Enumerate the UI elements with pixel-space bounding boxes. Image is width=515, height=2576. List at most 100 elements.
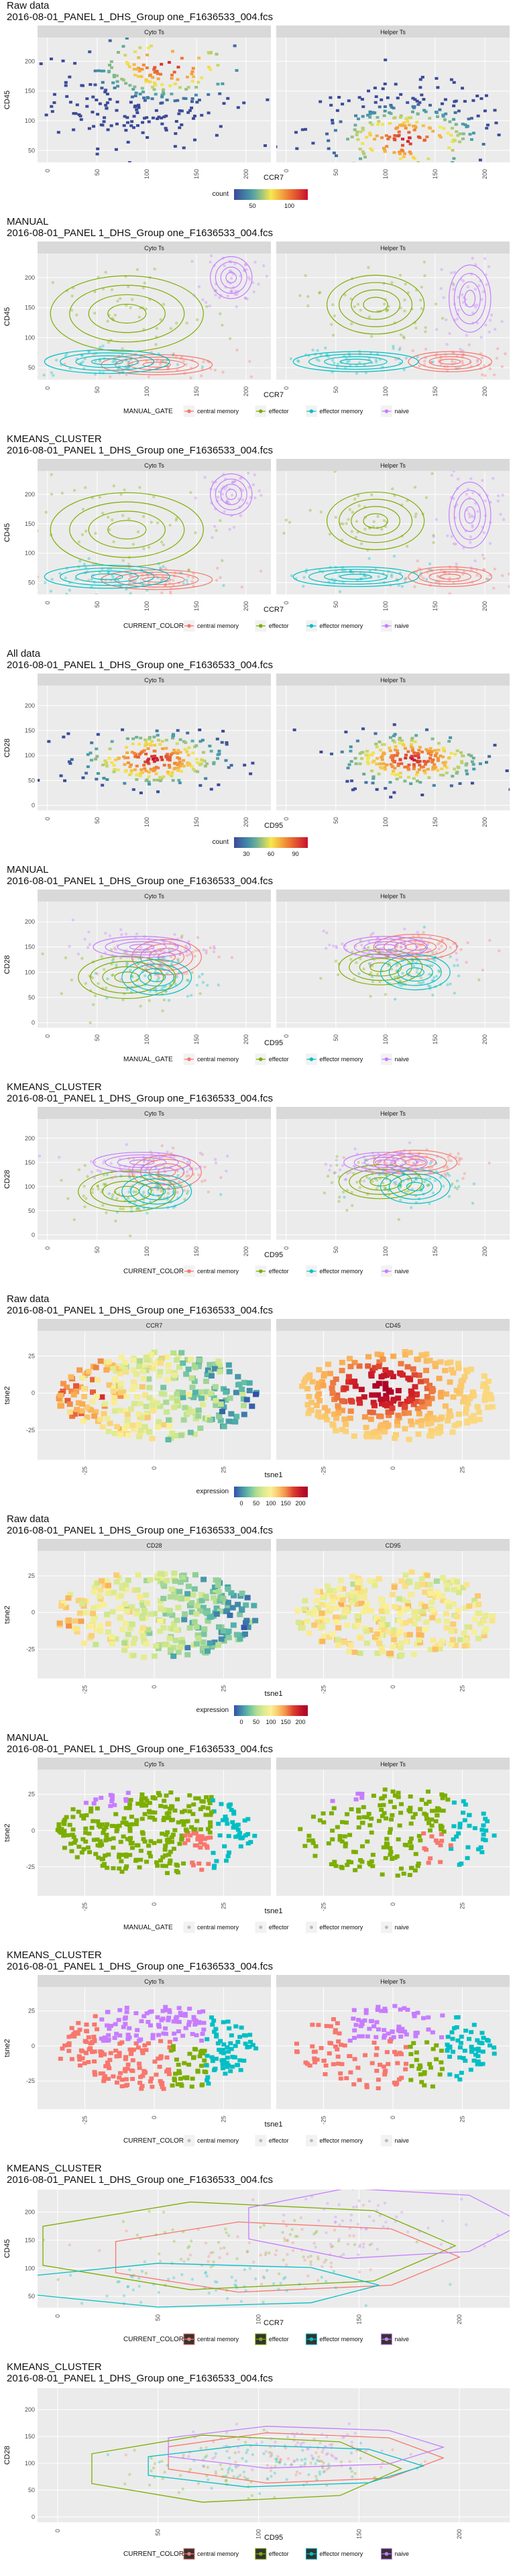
expression-point bbox=[174, 1357, 180, 1363]
x-tick-label: 150 bbox=[432, 1246, 439, 1256]
x-tick-label: 0 bbox=[44, 169, 51, 172]
expression-point bbox=[345, 1374, 352, 1380]
expression-point bbox=[423, 1358, 430, 1364]
density-bin bbox=[106, 128, 110, 131]
expression-point bbox=[137, 1401, 144, 1407]
data-point bbox=[341, 942, 344, 946]
expression-point bbox=[426, 1357, 433, 1363]
expression-point bbox=[329, 1390, 336, 1396]
density-bin bbox=[471, 99, 475, 102]
expression-point bbox=[79, 1601, 86, 1607]
data-point bbox=[406, 1189, 410, 1193]
data-point bbox=[104, 1835, 109, 1839]
expression-point bbox=[428, 1389, 435, 1395]
expression-point bbox=[355, 1579, 361, 1585]
density-bin bbox=[142, 749, 146, 752]
density-bin bbox=[393, 767, 397, 770]
expression-point bbox=[322, 1413, 329, 1419]
facet-panel: Cyto Ts0 50 100 150 200 bbox=[38, 459, 271, 611]
data-point bbox=[120, 933, 123, 936]
expression-point bbox=[68, 1388, 75, 1394]
data-point bbox=[184, 945, 188, 948]
density-bin bbox=[415, 99, 419, 103]
data-point bbox=[125, 304, 128, 307]
data-point bbox=[209, 260, 212, 264]
density-bin bbox=[141, 63, 146, 66]
data-point bbox=[435, 327, 439, 331]
density-bin bbox=[443, 763, 447, 766]
density-bin bbox=[392, 151, 396, 154]
expression-point bbox=[125, 1631, 131, 1638]
data-point bbox=[152, 1796, 158, 1801]
expression-point bbox=[459, 1585, 466, 1591]
density-bin bbox=[393, 733, 397, 736]
data-point bbox=[245, 1841, 251, 1845]
expression-point bbox=[455, 1607, 461, 1613]
density-bin bbox=[439, 164, 443, 166]
density-bin bbox=[398, 115, 402, 119]
data-point bbox=[454, 542, 457, 546]
density-bin bbox=[190, 106, 194, 109]
colorbar-tick-label: 0 bbox=[239, 1500, 243, 1507]
density-bin bbox=[141, 750, 145, 753]
data-point bbox=[80, 533, 84, 537]
data-point bbox=[367, 1177, 371, 1181]
density-bin bbox=[441, 115, 445, 118]
expression-point bbox=[102, 1401, 109, 1407]
density-bin bbox=[149, 767, 153, 771]
density-bin bbox=[416, 756, 420, 759]
expression-point bbox=[369, 1434, 376, 1440]
data-point bbox=[338, 590, 342, 594]
density-bin bbox=[436, 757, 440, 760]
facet-panel: Helper Ts0 50 100 150 200 bbox=[276, 1107, 510, 1256]
facet-panel: Cyto Ts0 50 100 150 200 bbox=[38, 241, 271, 396]
expression-point bbox=[378, 1621, 385, 1627]
data-point bbox=[144, 974, 147, 977]
expression-point bbox=[428, 1599, 435, 1605]
expression-point bbox=[349, 1574, 356, 1580]
density-bin bbox=[184, 97, 188, 100]
expression-point bbox=[225, 1628, 232, 1634]
data-point bbox=[189, 1167, 193, 1171]
y-axis-label: CD28 bbox=[3, 739, 11, 757]
chart-section-c2: MANUAL 2016-08-01_PANEL 1_DHS_Group one_F… bbox=[0, 216, 515, 433]
data-point bbox=[156, 1187, 160, 1191]
density-bin bbox=[137, 74, 141, 78]
data-point bbox=[175, 517, 178, 520]
data-point bbox=[168, 947, 171, 951]
data-point bbox=[382, 519, 386, 523]
expression-point bbox=[225, 1635, 232, 1641]
density-contour bbox=[351, 506, 400, 536]
density-bin bbox=[151, 85, 155, 89]
expression-point bbox=[428, 1433, 435, 1439]
expression-point bbox=[334, 1392, 341, 1398]
expression-point bbox=[469, 1389, 476, 1395]
data-point bbox=[228, 337, 232, 340]
expression-point bbox=[121, 1647, 128, 1653]
density-bin bbox=[378, 740, 382, 743]
data-point bbox=[399, 307, 402, 310]
data-point bbox=[461, 1177, 465, 1180]
density-bin bbox=[153, 755, 157, 758]
density-bin bbox=[170, 774, 174, 777]
density-contour bbox=[388, 958, 442, 986]
legend-key-point bbox=[187, 1269, 191, 1273]
data-point bbox=[251, 483, 255, 486]
expression-point bbox=[396, 1611, 403, 1617]
density-bin bbox=[160, 83, 164, 87]
facet-strip-label: Cyto Ts bbox=[144, 462, 164, 469]
expression-point bbox=[91, 1413, 98, 1419]
expression-point bbox=[73, 1383, 80, 1389]
data-point bbox=[127, 285, 130, 288]
density-bin bbox=[176, 66, 180, 69]
density-bin bbox=[383, 83, 387, 86]
data-point bbox=[338, 1168, 342, 1171]
density-bin bbox=[135, 735, 139, 739]
expression-point bbox=[144, 1578, 150, 1584]
expression-point bbox=[185, 1366, 192, 1373]
density-bin bbox=[455, 164, 458, 167]
density-bin bbox=[193, 138, 197, 142]
data-point bbox=[155, 1864, 160, 1868]
expression-point bbox=[465, 1400, 471, 1406]
